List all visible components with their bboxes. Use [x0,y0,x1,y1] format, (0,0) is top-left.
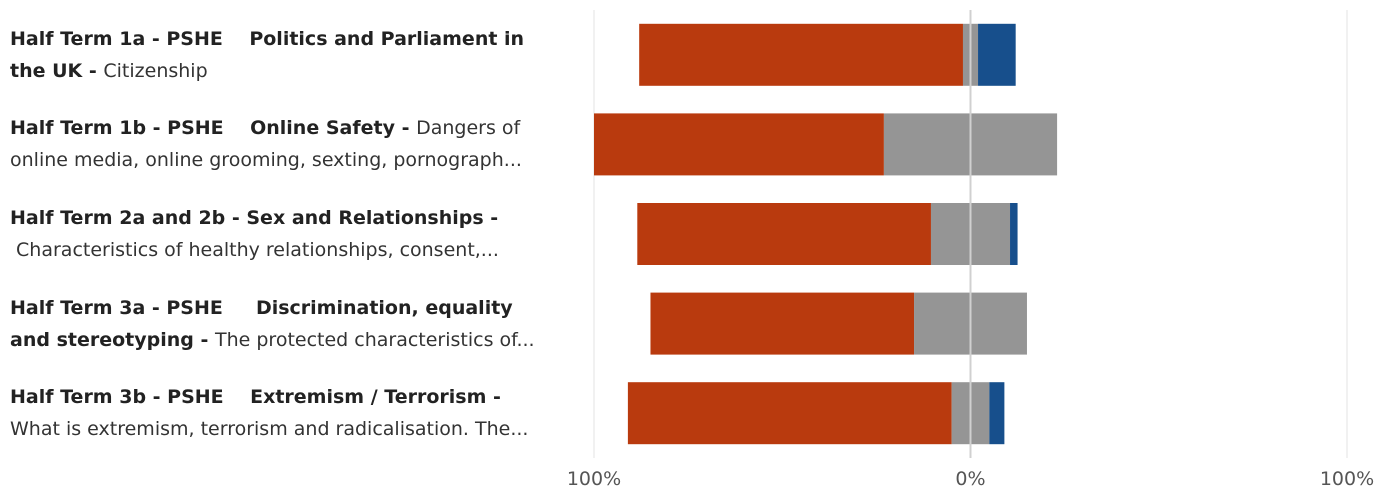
category-label-line: Half Term 2a and 2b - Sex and Relationsh… [10,202,570,234]
category-label-1: Half Term 1a - PSHE Politics and Parliam… [10,23,570,87]
category-label-bold-text: Half Term 2a and 2b - Sex and Relationsh… [10,207,499,229]
category-label-line: and stereotyping - The protected charact… [10,324,570,356]
bar-segment-negative-2 [594,113,884,176]
category-label-bold-text: and stereotyping [10,328,194,351]
bar-group-5 [627,382,1005,445]
category-label-line: Half Term 1a - PSHE Politics and Parliam… [10,23,570,55]
category-label-line: What is extremism, terrorism and radical… [10,413,570,445]
category-label-text: Characteristics of healthy relationships… [10,239,499,261]
category-label-text: Dangers of [416,117,521,140]
category-label-bold-text: - [394,117,417,140]
bar-segment-positive-1 [978,23,1016,86]
x-axis-ticks: 100% 0% 100% [567,468,1374,490]
gridlines [593,10,1348,458]
x-tick-label-3: 100% [1320,468,1374,490]
category-label-3: Half Term 2a and 2b - Sex and Relationsh… [10,202,570,266]
category-label-bold-text: the UK [10,59,83,82]
category-label-text: Citizenship [103,59,208,82]
category-label-text: The protected characteristics of... [214,328,535,351]
bar-segment-negative-5 [627,382,952,445]
category-label-bold-text: Half Term 1a - PSHE Politics and Parliam… [10,27,525,50]
category-label-bold-text: - [193,328,215,351]
bar-segment-positive-3 [1010,203,1018,265]
category-label-line: the UK - Citizenship [10,55,570,87]
category-label-bold-text: - [82,59,104,82]
category-label-line: Half Term 3a - PSHE Discrimination, equa… [10,292,570,324]
bar-group-2 [594,113,1058,176]
category-label-5: Half Term 3b - PSHE Extremism / Terroris… [10,381,570,445]
bar-segment-negative-1 [639,23,963,86]
category-label-text: online media, online grooming, sexting, … [10,149,522,172]
category-label-bold-text: Half Term 3b - PSHE Extremism / Terroris… [10,386,501,409]
category-label-bold-text: Half Term 3a - PSHE Discrimination, equa… [10,296,513,319]
bar-group-3 [637,203,1018,265]
bar-group-1 [639,23,1016,86]
category-label-line: Half Term 3b - PSHE Extremism / Terroris… [10,381,570,413]
category-label-text: What is extremism, terrorism and radical… [10,418,529,441]
category-label-line: Characteristics of healthy relationships… [10,234,570,266]
category-label-4: Half Term 3a - PSHE Discrimination, equa… [10,292,570,356]
category-label-line: online media, online grooming, sexting, … [10,144,570,176]
bars [594,23,1058,445]
x-tick-label-2: 0% [955,468,985,490]
category-label-2: Half Term 1b - PSHE Online Safety - Dang… [10,112,570,176]
category-label-line: Half Term 1b - PSHE Online Safety - Dang… [10,112,570,144]
bar-segment-negative-4 [650,292,915,355]
x-tick-label-1: 100% [567,468,621,490]
bar-segment-negative-3 [637,203,931,265]
bar-segment-positive-5 [989,382,1005,445]
category-label-bold-text: Half Term 1b - PSHE Online Safety [10,117,395,140]
